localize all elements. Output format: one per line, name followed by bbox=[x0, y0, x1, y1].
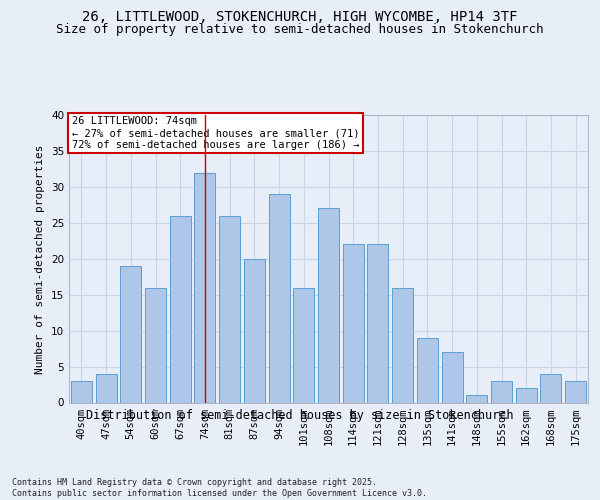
Bar bbox=[516, 388, 537, 402]
Bar bbox=[244, 259, 265, 402]
Bar bbox=[145, 288, 166, 403]
Text: Contains HM Land Registry data © Crown copyright and database right 2025.
Contai: Contains HM Land Registry data © Crown c… bbox=[12, 478, 427, 498]
Bar bbox=[367, 244, 388, 402]
Bar bbox=[269, 194, 290, 402]
Bar bbox=[194, 172, 215, 402]
Bar bbox=[417, 338, 438, 402]
Bar bbox=[491, 381, 512, 402]
Text: 26, LITTLEWOOD, STOKENCHURCH, HIGH WYCOMBE, HP14 3TF: 26, LITTLEWOOD, STOKENCHURCH, HIGH WYCOM… bbox=[82, 10, 518, 24]
Bar bbox=[219, 216, 240, 402]
Bar bbox=[95, 374, 116, 402]
Bar bbox=[170, 216, 191, 402]
Text: 26 LITTLEWOOD: 74sqm
← 27% of semi-detached houses are smaller (71)
72% of semi-: 26 LITTLEWOOD: 74sqm ← 27% of semi-detac… bbox=[71, 116, 359, 150]
Bar bbox=[442, 352, 463, 403]
Bar bbox=[318, 208, 339, 402]
Bar bbox=[565, 381, 586, 402]
Bar bbox=[293, 288, 314, 403]
Bar bbox=[466, 396, 487, 402]
Bar bbox=[120, 266, 141, 402]
Text: Distribution of semi-detached houses by size in Stokenchurch: Distribution of semi-detached houses by … bbox=[86, 409, 514, 422]
Text: Size of property relative to semi-detached houses in Stokenchurch: Size of property relative to semi-detach… bbox=[56, 22, 544, 36]
Bar bbox=[343, 244, 364, 402]
Bar bbox=[392, 288, 413, 403]
Y-axis label: Number of semi-detached properties: Number of semi-detached properties bbox=[35, 144, 46, 374]
Bar bbox=[71, 381, 92, 402]
Bar bbox=[541, 374, 562, 402]
